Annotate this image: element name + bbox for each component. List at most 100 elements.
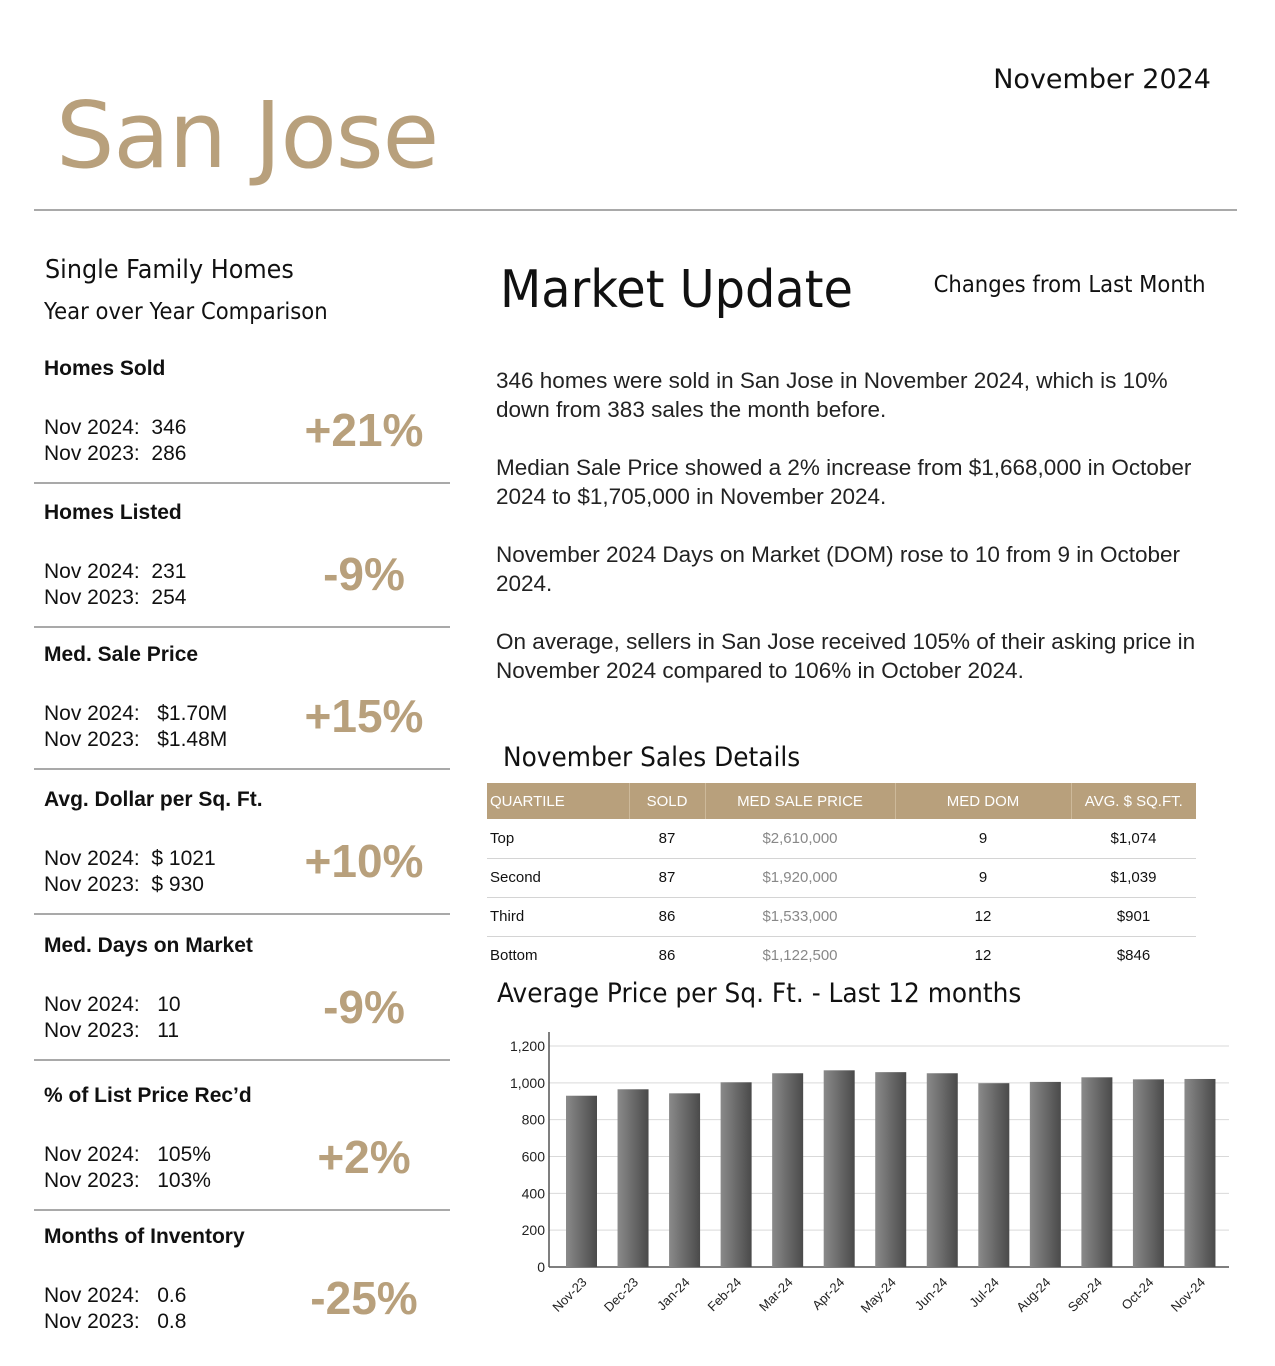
metric-change-percent: +21% [304, 404, 424, 456]
table-cell: 87 [629, 819, 705, 859]
y-tick-label: 800 [522, 1112, 546, 1128]
sales-details-table: QUARTILE SOLD MED SALE PRICE MED DOM AVG… [487, 783, 1196, 975]
metric-change-percent: -25% [310, 1272, 418, 1324]
table-cell: $1,122,500 [762, 947, 838, 965]
bar [772, 1073, 804, 1267]
metric-previous-value: Nov 2023: 286 [44, 442, 187, 465]
metric-current-value: Nov 2024: 231 [44, 560, 187, 583]
metric-label: Homes Sold [44, 357, 166, 380]
changes-label: Changes from Last Month [933, 272, 1205, 298]
metric-divider [34, 482, 450, 484]
table-cell: $1,920,000 [705, 858, 895, 898]
sales-details-title: November Sales Details [503, 742, 801, 773]
market-update-title: Market Update [500, 260, 853, 320]
table-cell: 9 [895, 858, 1071, 898]
x-tick-label: Nov-24 [1168, 1275, 1208, 1315]
header-divider [34, 209, 1237, 211]
table-cell: Bottom [490, 947, 538, 965]
metric-change-percent: +2% [317, 1131, 411, 1183]
table-cell: Second [487, 858, 629, 898]
x-tick-label: Jul-24 [966, 1275, 1002, 1311]
table-row: Top 87 $2,610,000 9 $1,074 [487, 819, 1196, 859]
metric-change-percent: -9% [323, 548, 405, 600]
table-cell: 12 [974, 947, 992, 965]
table-cell: Third [487, 897, 629, 937]
column-header: QUARTILE [487, 783, 630, 819]
y-tick-label: 0 [537, 1259, 545, 1275]
metric-label: Avg. Dollar per Sq. Ft. [44, 788, 263, 811]
x-tick-label: Apr-24 [809, 1275, 847, 1313]
x-tick-label: Dec-23 [601, 1275, 641, 1315]
column-header: MED SALE PRICE [705, 783, 896, 819]
table-header-row: QUARTILE SOLD MED SALE PRICE MED DOM AVG… [487, 783, 1196, 819]
bar [978, 1083, 1010, 1267]
report-date: November 2024 [993, 64, 1211, 95]
bar [1184, 1078, 1216, 1267]
metric-previous-value: Nov 2023: $1.48M [44, 728, 228, 751]
bar [823, 1070, 855, 1267]
table-cell: $1,039 [1071, 858, 1196, 898]
table-cell: $1,533,000 [705, 897, 895, 937]
summary-paragraph: On average, sellers in San Jose received… [496, 629, 1196, 683]
metric-divider [34, 626, 450, 628]
x-tick-label: Jun-24 [912, 1275, 951, 1314]
summary-paragraph: Median Sale Price showed a 2% increase f… [496, 455, 1192, 509]
metric-label: Med. Days on Market [44, 934, 253, 957]
metric-previous-value: Nov 2023: $ 930 [44, 873, 204, 896]
table-row: Bottom 86 $1,122,500 12 $846 [487, 936, 1196, 975]
bar [669, 1093, 701, 1267]
chart-title: Average Price per Sq. Ft. - Last 12 mont… [497, 978, 1022, 1009]
metric-divider [34, 1209, 450, 1211]
column-header: SOLD [629, 783, 706, 819]
x-tick-label: May-24 [858, 1275, 899, 1316]
table-cell: $846 [1116, 947, 1151, 965]
x-tick-label: Nov-23 [549, 1275, 589, 1315]
table-cell: 86 [629, 897, 705, 937]
table-cell: 12 [895, 897, 1071, 937]
column-header: AVG. $ SQ.FT. [1071, 783, 1196, 819]
table-row: Second 87 $1,920,000 9 $1,039 [487, 858, 1196, 898]
bar [617, 1089, 649, 1267]
yoy-panel: Single Family Homes Year over Year Compa… [34, 255, 450, 325]
y-tick-label: 200 [522, 1222, 546, 1238]
y-tick-label: 400 [522, 1185, 546, 1201]
metric-label: Months of Inventory [44, 1225, 245, 1248]
bar [875, 1072, 907, 1267]
x-tick-label: Feb-24 [704, 1275, 744, 1315]
summary-paragraph: 346 homes were sold in San Jose in Novem… [496, 368, 1168, 422]
x-tick-label: Oct-24 [1118, 1275, 1156, 1313]
property-type-title: Single Family Homes [45, 255, 294, 285]
metric-previous-value: Nov 2023: 103% [44, 1169, 211, 1192]
metric-previous-value: Nov 2023: 0.8 [44, 1310, 187, 1333]
column-header: MED DOM [895, 783, 1072, 819]
table-cell: 86 [658, 947, 676, 965]
bar [1081, 1077, 1113, 1267]
metric-label: Med. Sale Price [44, 643, 199, 666]
x-tick-label: Sep-24 [1065, 1275, 1105, 1315]
metric-current-value: Nov 2024: $ 1021 [44, 847, 216, 870]
metric-divider [34, 913, 450, 915]
bar [926, 1073, 958, 1267]
metric-current-value: Nov 2024: $1.70M [44, 702, 228, 725]
y-tick-label: 600 [522, 1149, 546, 1165]
metric-change-percent: +15% [304, 690, 424, 742]
metric-divider [34, 768, 450, 770]
city-title: San Jose [56, 82, 439, 189]
bar [566, 1095, 597, 1267]
comparison-subtitle: Year over Year Comparison [44, 299, 328, 325]
table-row: Third 86 $1,533,000 12 $901 [487, 897, 1196, 937]
metric-label: % of List Price Rec’d [44, 1084, 252, 1107]
metric-current-value: Nov 2024: 105% [44, 1143, 211, 1166]
metric-previous-value: Nov 2023: 254 [44, 586, 187, 609]
metric-change-percent: -9% [323, 981, 405, 1033]
metric-previous-value: Nov 2023: 11 [44, 1019, 180, 1042]
table-cell: 9 [895, 819, 1071, 859]
y-tick-label: 1,200 [510, 1038, 545, 1054]
metric-divider [34, 1059, 450, 1061]
metric-current-value: Nov 2024: 10 [44, 993, 181, 1016]
bar [720, 1082, 752, 1267]
metric-change-percent: +10% [304, 835, 424, 887]
metric-current-value: Nov 2024: 346 [44, 416, 187, 439]
table-cell: $1,074 [1071, 819, 1196, 859]
bar [1132, 1079, 1164, 1267]
